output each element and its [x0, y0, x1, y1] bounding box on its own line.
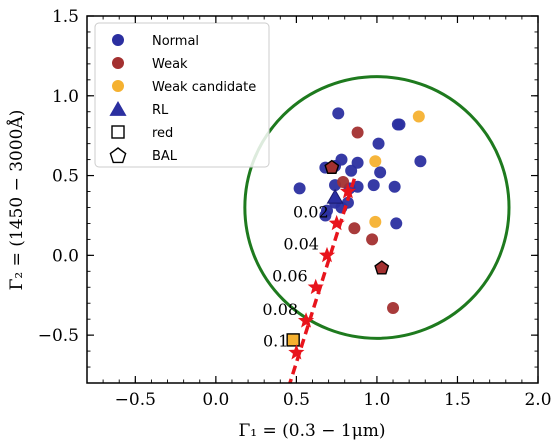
normal-point — [345, 164, 358, 177]
normal-point — [320, 204, 333, 217]
y-tick-label: 0.0 — [52, 246, 79, 266]
normal-point — [351, 156, 364, 169]
x-axis-label: Γ₁ = (0.3 − 1μm) — [239, 421, 386, 441]
legend-label: Weak — [152, 57, 188, 72]
reddening-label: 0.06 — [272, 266, 308, 285]
reddening-labels: 0.02 0.04 0.06 0.08 0.1 — [262, 202, 328, 350]
x-tick-label: 2.0 — [524, 390, 551, 410]
normal-point — [374, 166, 387, 179]
reddening-star-marker — [288, 344, 305, 360]
legend-marker-circle — [112, 57, 124, 69]
reddening-star-marker — [328, 214, 345, 231]
weak-point — [387, 302, 400, 315]
legend-box — [94, 22, 270, 168]
y-tick-label: 1.0 — [52, 87, 79, 107]
reddening-star-marker — [307, 278, 324, 295]
selection-circle — [243, 75, 511, 340]
reddening-star-marker — [297, 312, 315, 328]
reddening-label: 0.04 — [283, 234, 319, 253]
x-tick-label: 1.0 — [363, 390, 390, 410]
weak-candidate-point — [412, 110, 425, 123]
reddening-label: 0.1 — [263, 332, 288, 351]
normal-point — [388, 180, 401, 193]
legend-marker-circle — [112, 34, 124, 46]
x-tick-label: 0.5 — [283, 390, 310, 410]
legend-label: RL — [152, 103, 169, 118]
normal-point — [390, 217, 403, 230]
legend-marker-circle — [112, 80, 124, 92]
reddening-track-line — [288, 178, 357, 383]
legend-label: red — [152, 126, 173, 141]
legend-marker-square — [111, 125, 125, 139]
normal-point — [414, 155, 427, 168]
normal-point — [332, 107, 345, 120]
y-tick-label: 1.5 — [52, 7, 79, 27]
legend-marker-triangle — [109, 101, 127, 116]
rl-triangle-marker — [326, 188, 344, 204]
weak-point — [348, 222, 361, 235]
normal-point — [367, 179, 380, 192]
legend-label: Weak candidate — [152, 80, 256, 95]
legend-label: Normal — [152, 34, 199, 49]
axis-ticks: −0.5 0.0 0.5 1.0 1.5 2.0 −0.5 0.0 0.5 1.0 1.5 — [38, 7, 552, 410]
legend: Normal Weak Weak candidate RL red BAL — [94, 22, 270, 168]
plot-area — [243, 75, 511, 383]
weak-candidate-point — [369, 155, 382, 168]
reddening-star-marker — [318, 246, 336, 263]
x-tick-label: −0.5 — [115, 390, 156, 410]
legend-label: BAL — [152, 149, 178, 164]
weak-point — [366, 233, 379, 246]
weak-point — [337, 175, 350, 188]
y-axis-label: Γ₂ = (1450 − 3000Å) — [6, 110, 27, 291]
normal-point — [391, 118, 404, 131]
x-tick-label: 0.0 — [202, 390, 229, 410]
bal-pentagon-marker — [374, 260, 390, 275]
y-tick-label: −0.5 — [38, 326, 79, 346]
legend-marker-pentagon — [109, 147, 127, 164]
reddening-label: 0.08 — [262, 300, 298, 319]
normal-point — [293, 182, 306, 195]
reddening-label: 0.02 — [293, 202, 329, 221]
reddening-star-marker — [339, 183, 357, 199]
bal-pentagon-marker — [324, 159, 340, 174]
weak-point — [351, 126, 364, 139]
weak-candidate-point — [369, 215, 382, 228]
red-square-marker — [286, 333, 300, 347]
x-tick-label: 1.5 — [444, 390, 471, 410]
y-tick-label: 0.5 — [52, 167, 79, 187]
normal-point — [372, 137, 385, 150]
